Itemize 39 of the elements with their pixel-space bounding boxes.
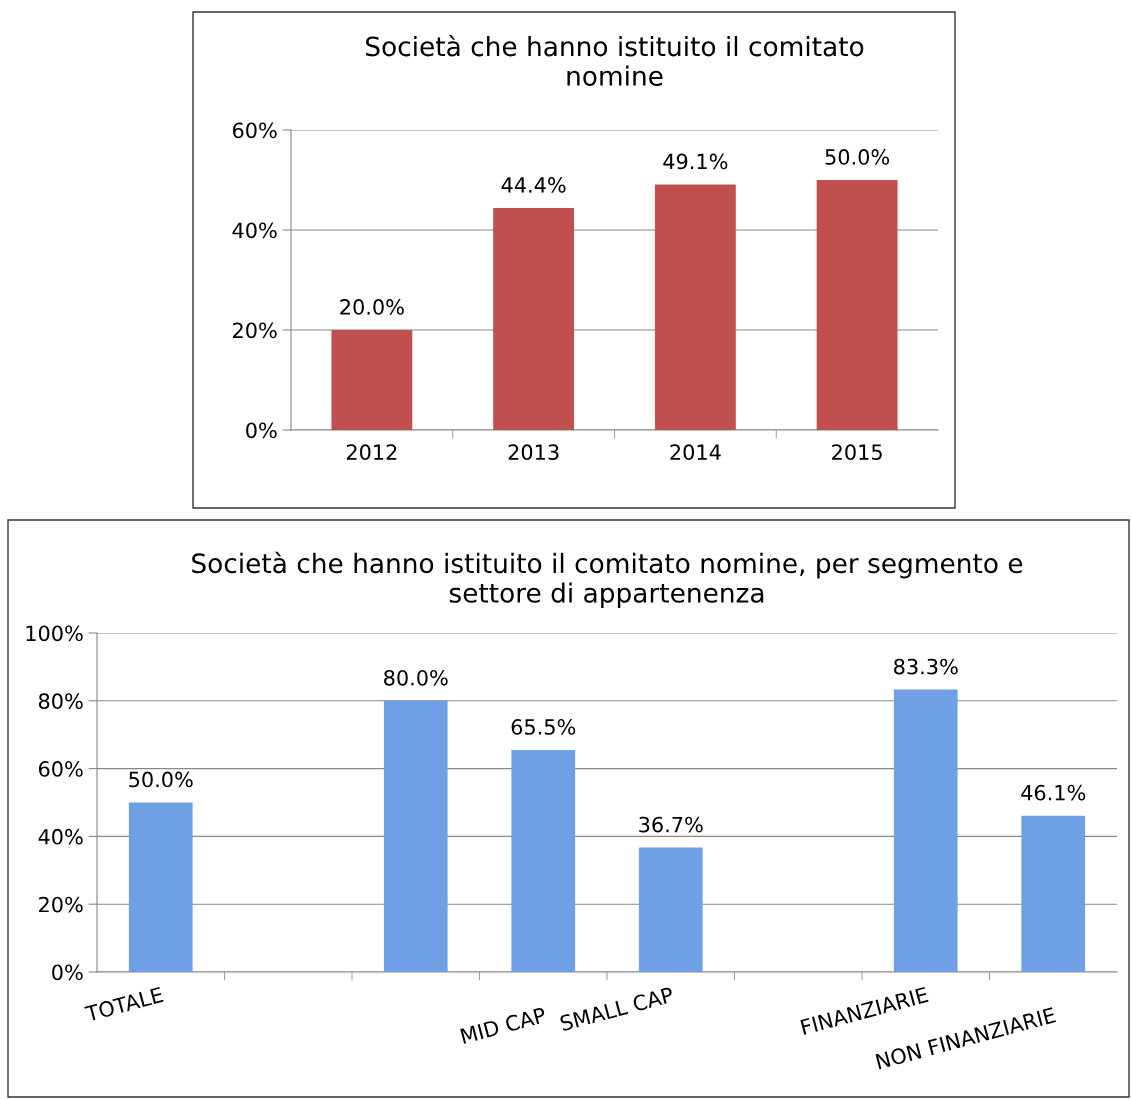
x-tick-label: 2015: [832, 444, 882, 461]
data-label: 20.0%: [340, 299, 404, 315]
bar: [816, 180, 898, 430]
y-tick-label: 20%: [39, 896, 83, 913]
x-tick-label: 2012: [346, 444, 397, 461]
data-label: 80.0%: [384, 669, 448, 686]
x-tick-label: MID CAP: [460, 1006, 547, 1045]
y-tick-label: 0%: [52, 964, 83, 981]
data-label: 46.1%: [1021, 784, 1086, 801]
data-label: 44.4%: [501, 177, 566, 193]
y-tick-label: 40%: [38, 828, 83, 845]
data-label: 50.0%: [129, 771, 193, 788]
data-label: 83.3%: [894, 658, 958, 675]
bar: [638, 847, 703, 972]
y-tick-label: 0%: [246, 422, 277, 439]
y-tick-label: 20%: [233, 322, 277, 339]
x-tick-label: 2013: [508, 444, 559, 461]
data-label: 49.1%: [663, 153, 728, 170]
bar: [128, 802, 193, 972]
data-label: 36.7%: [639, 816, 703, 833]
chart-title: Società che hanno istituito il comitato nomine: [366, 34, 864, 86]
bar: [511, 749, 576, 972]
y-tick-label: 100%: [26, 625, 83, 642]
y-tick-label: 40%: [232, 222, 277, 239]
bar: [893, 689, 958, 972]
y-tick-label: 80%: [38, 693, 83, 710]
bar: [493, 208, 575, 430]
bar: [383, 700, 448, 972]
y-tick-label: 60%: [232, 122, 277, 139]
x-tick-label: TOTALE: [84, 986, 164, 1022]
data-label: 50.0%: [825, 149, 890, 165]
x-tick-label: 2014: [670, 444, 721, 461]
chart-title: Società che hanno istituito il comitato nomine, per segmento e settore di appartenenza: [192, 551, 1023, 608]
y-tick-label: 60%: [38, 761, 83, 777]
data-label: 65.5%: [511, 719, 576, 735]
bar: [1021, 815, 1086, 972]
bar: [331, 330, 413, 430]
bar: [654, 184, 736, 430]
x-tick-label: SMALL CAP: [559, 986, 675, 1032]
